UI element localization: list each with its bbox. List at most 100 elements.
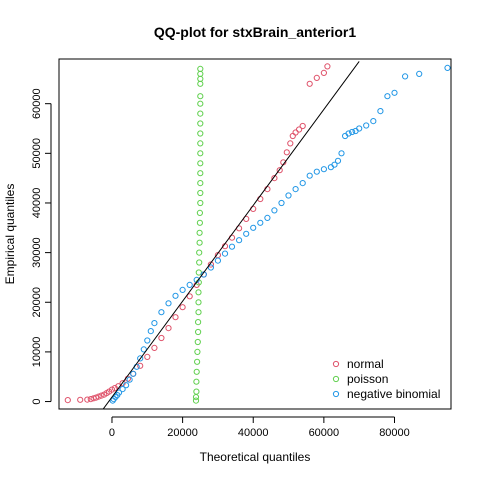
y-tick-label: 50000 (31, 138, 43, 169)
data-point (299, 180, 306, 187)
data-point (299, 122, 306, 130)
data-point (195, 319, 202, 326)
data-point (98, 392, 105, 399)
data-point (391, 89, 398, 96)
data-point (349, 128, 356, 136)
data-point (289, 132, 296, 140)
y-axis: 0 10000 20000 30000 40000 50000 60000 (31, 88, 52, 405)
y-axis-label: Empirical quantiles (3, 184, 17, 285)
data-point (324, 63, 331, 70)
data-point (287, 140, 294, 147)
data-point (196, 209, 203, 216)
data-point (192, 397, 200, 404)
data-point (196, 239, 203, 246)
legend-item: normal (332, 357, 384, 371)
y-tick-label: 10000 (31, 337, 43, 368)
data-point (197, 140, 204, 147)
data-point (197, 100, 204, 107)
data-point (165, 325, 172, 332)
legend-label: poisson (347, 372, 388, 386)
data-point (292, 186, 299, 193)
data-point (144, 353, 151, 360)
y-tick-label: 30000 (31, 237, 43, 268)
data-point (140, 346, 147, 353)
data-point (207, 261, 214, 268)
data-point (306, 172, 313, 179)
chart-title: QQ-plot for stxBrain_anterior1 (154, 24, 356, 40)
data-point (158, 309, 165, 316)
legend-item: poisson (332, 372, 388, 386)
data-point (196, 219, 203, 226)
data-point (444, 64, 451, 72)
data-point (194, 338, 201, 346)
plot-frame (58, 58, 452, 410)
data-point (345, 130, 352, 137)
data-point (271, 207, 278, 214)
data-point (207, 264, 214, 271)
data-point (416, 70, 423, 78)
data-point (195, 309, 202, 316)
legend-marker (332, 390, 340, 398)
data-point (195, 299, 202, 306)
y-tick-label: 40000 (31, 188, 43, 219)
data-point (197, 120, 204, 127)
data-point (186, 293, 193, 300)
data-point (276, 167, 283, 174)
data-point (285, 192, 292, 199)
legend-marker (332, 360, 340, 368)
y-tick-label: 60000 (31, 88, 43, 119)
data-point (197, 170, 204, 177)
legend-label: normal (347, 357, 384, 371)
legend-marker (332, 375, 340, 383)
data-point (197, 93, 204, 100)
data-point (186, 281, 193, 288)
data-point (197, 65, 204, 73)
y-tick-label: 20000 (31, 287, 43, 318)
data-point (313, 168, 320, 175)
data-point (137, 355, 144, 362)
data-point (370, 118, 377, 125)
data-point (296, 126, 303, 133)
data-point (313, 74, 320, 82)
x-tick-label: 80000 (379, 427, 410, 439)
data-point (115, 389, 123, 396)
data-point (158, 334, 165, 342)
data-point (151, 344, 158, 351)
data-point (151, 320, 158, 327)
data-point (77, 396, 84, 403)
series-poisson (192, 65, 204, 404)
data-point (320, 69, 327, 77)
data-point (195, 289, 202, 296)
data-point (197, 130, 204, 137)
data-point (172, 292, 179, 299)
data-point (221, 250, 229, 257)
data-point (228, 243, 236, 250)
data-point (283, 149, 290, 156)
data-point (306, 80, 313, 87)
data-point (243, 230, 250, 237)
data-point (236, 237, 243, 244)
data-point (197, 110, 204, 117)
data-point (334, 157, 342, 164)
series-negative-binomial (109, 64, 451, 404)
data-point (197, 189, 204, 197)
data-point (123, 382, 130, 389)
data-point (165, 300, 172, 307)
data-point (137, 362, 144, 369)
data-point (119, 386, 126, 393)
data-point (194, 348, 201, 355)
data-point (197, 199, 204, 207)
x-axis-label: Theoretical quantiles (200, 450, 311, 464)
legend-label: negative binomial (347, 387, 440, 401)
data-point (292, 129, 299, 136)
x-tick-label: 20000 (167, 427, 198, 439)
data-point (264, 214, 271, 221)
x-tick-label: 40000 (238, 427, 269, 439)
data-point (179, 286, 186, 293)
plot-marks (64, 61, 451, 409)
data-point (130, 370, 137, 377)
data-point (338, 150, 345, 157)
data-point (192, 394, 200, 401)
data-point (84, 396, 91, 403)
